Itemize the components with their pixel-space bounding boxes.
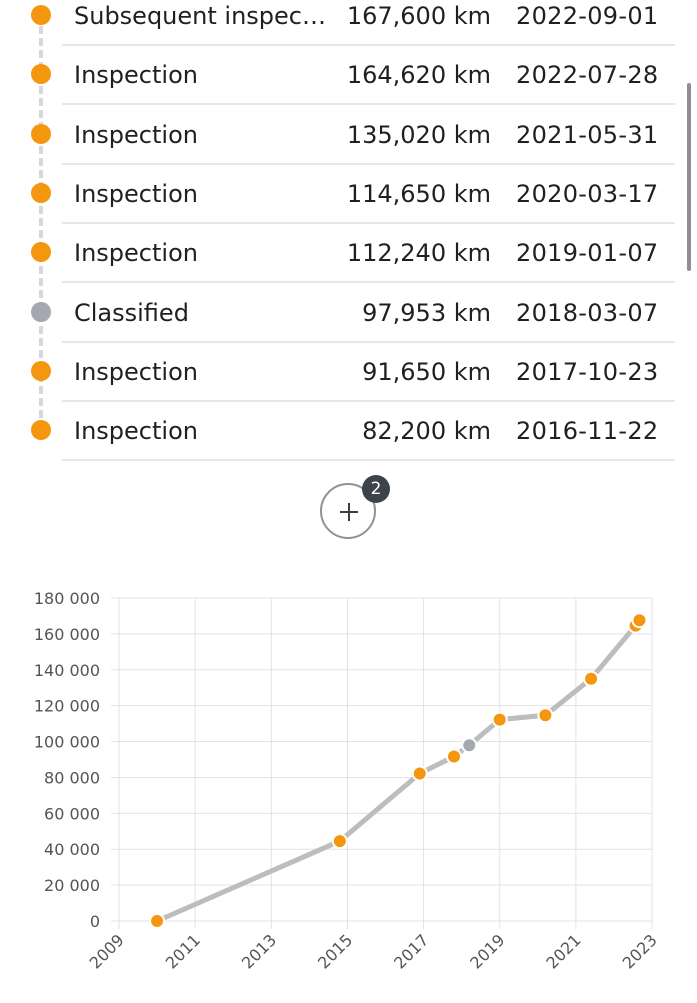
x-tick-label: 2009 (86, 930, 128, 972)
y-tick-label: 180 000 (34, 589, 100, 608)
x-tick-label: 2019 (466, 930, 508, 972)
inspection-history-list: Subsequent inspecti... 167,600 km 2022-09-… (0, 0, 697, 470)
history-row[interactable]: Inspection 135,020 km 2021-05-31 (0, 119, 697, 178)
event-label: Inspection (74, 121, 198, 149)
mileage-data-point (331, 833, 348, 850)
history-row[interactable]: Inspection 114,650 km 2020-03-17 (0, 178, 697, 237)
history-row[interactable]: Inspection 91,650 km 2017-10-23 (0, 356, 697, 415)
y-tick-label: 40 000 (44, 840, 100, 859)
event-label: Inspection (74, 239, 198, 267)
mileage-data-point (631, 612, 648, 629)
status-dot-icon (31, 64, 51, 84)
history-row[interactable]: Inspection 82,200 km 2016-11-22 (0, 415, 697, 474)
y-tick-label: 160 000 (34, 625, 100, 644)
event-date: 2022-07-28 (516, 61, 659, 89)
mileage-value: 164,620 km (346, 61, 491, 89)
event-date: 2020-03-17 (516, 180, 659, 208)
mileage-data-point (583, 670, 600, 687)
event-date: 2018-03-07 (516, 299, 659, 327)
event-label: Classified (74, 299, 189, 327)
history-row[interactable]: Inspection 164,620 km 2022-07-28 (0, 59, 697, 118)
row-divider (62, 44, 675, 46)
mileage-value: 167,600 km (346, 2, 491, 30)
event-label: Inspection (74, 358, 198, 386)
row-divider (62, 281, 675, 283)
y-tick-label: 80 000 (44, 768, 100, 787)
row-divider (62, 400, 675, 402)
mileage-chart-svg: 0 20 000 40 000 60 000 80 000 100 000 120 000 1… (34, 589, 661, 973)
history-row[interactable]: Classified 97,953 km 2018-03-07 (0, 297, 697, 356)
event-label: Inspection (74, 417, 198, 445)
mileage-data-point (446, 748, 463, 765)
x-tick-label: 2017 (390, 930, 432, 972)
history-row[interactable]: Subsequent inspecti... 167,600 km 2022-09-… (0, 0, 697, 59)
event-label: Inspection (74, 180, 198, 208)
x-tick-label: 2023 (619, 930, 661, 972)
x-tick-label: 2011 (162, 930, 204, 972)
x-tick-label: 2015 (314, 930, 356, 972)
row-divider (62, 341, 675, 343)
event-label: Subsequent inspecti... (74, 2, 332, 30)
row-divider (62, 163, 675, 165)
row-divider (62, 222, 675, 224)
x-tick-label: 2021 (542, 930, 584, 972)
mileage-data-point (491, 711, 508, 728)
mileage-value: 114,650 km (346, 180, 491, 208)
mileage-data-point (149, 913, 166, 929)
y-tick-label: 100 000 (34, 733, 100, 752)
status-dot-icon (31, 242, 51, 262)
mileage-value: 91,650 km (362, 358, 491, 386)
mileage-data-point (461, 737, 478, 754)
mileage-data-point (537, 707, 554, 724)
status-dot-icon (31, 124, 51, 144)
event-date: 2017-10-23 (516, 358, 659, 386)
event-date: 2021-05-31 (516, 121, 659, 149)
mileage-value: 82,200 km (362, 417, 491, 445)
mileage-series-line (154, 617, 642, 924)
mileage-value: 135,020 km (346, 121, 491, 149)
status-dot-icon (31, 361, 51, 381)
event-date: 2019-01-07 (516, 239, 659, 267)
y-tick-label: 20 000 (44, 876, 100, 895)
mileage-value: 97,953 km (362, 299, 491, 327)
status-dot-icon (31, 183, 51, 203)
mileage-value: 112,240 km (346, 239, 491, 267)
timeline-connector (39, 14, 43, 430)
event-label: Inspection (74, 61, 198, 89)
hidden-count-badge: 2 (362, 475, 390, 503)
y-tick-label: 120 000 (34, 697, 100, 716)
status-dot-icon (31, 5, 51, 25)
history-row[interactable]: Inspection 112,240 km 2019-01-07 (0, 237, 697, 296)
row-divider (62, 459, 675, 461)
y-tick-label: 140 000 (34, 661, 100, 680)
row-divider (62, 103, 675, 105)
mileage-data-point (411, 765, 428, 782)
status-dot-icon (31, 302, 51, 322)
show-more-button[interactable]: 2 (320, 475, 390, 539)
event-date: 2016-11-22 (516, 417, 659, 445)
status-dot-icon (31, 420, 51, 440)
y-tick-label: 60 000 (44, 804, 100, 823)
mileage-chart: 0 20 000 40 000 60 000 80 000 100 000 120 000 1… (0, 560, 697, 999)
y-tick-label: 0 (90, 912, 100, 931)
x-tick-label: 2013 (238, 930, 280, 972)
event-date: 2022-09-01 (516, 2, 659, 30)
scrollbar[interactable] (687, 83, 691, 271)
